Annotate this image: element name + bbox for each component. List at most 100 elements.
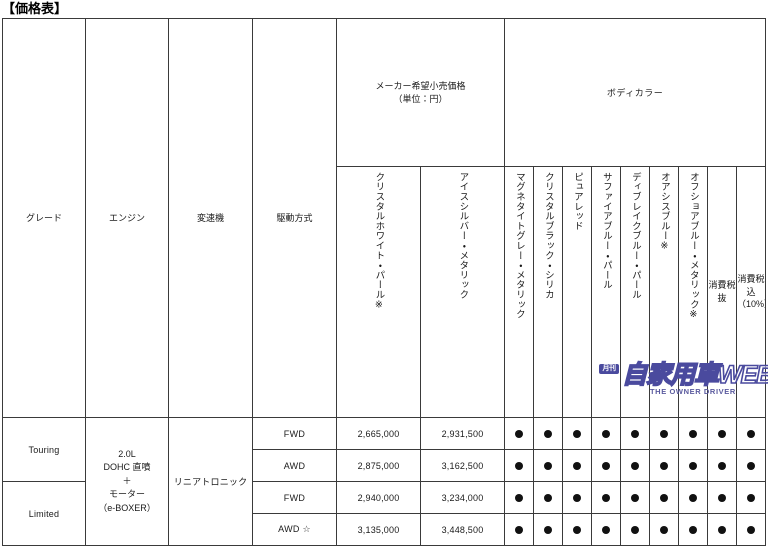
engine-line-5: （e-BOXER） xyxy=(98,502,156,513)
availability-dot-icon xyxy=(718,430,727,439)
availability-dot-icon xyxy=(631,494,640,503)
header-color-7-label: ディブレイクブルー・パール xyxy=(629,171,641,299)
availability-dot-icon xyxy=(631,526,640,535)
header-color-5-label: ピュアレッド xyxy=(571,171,583,231)
header-drive-system: 駆動方式 xyxy=(252,18,337,418)
header-color-5: ピュアレッド xyxy=(562,166,593,418)
header-price-incl-tax-line2: （10%） xyxy=(737,299,765,310)
cell-drive-r4: AWD ☆ xyxy=(252,513,337,546)
header-msrp-line2: （単位：円） xyxy=(393,93,448,104)
engine-line-3: ＋ xyxy=(122,475,132,486)
availability-dot-icon xyxy=(515,430,524,439)
cell-color-r3-c3 xyxy=(562,481,593,514)
header-color-8-label: オアシスブルー※ xyxy=(658,171,670,252)
cell-color-r4-c2 xyxy=(533,513,564,546)
header-color-8: オアシスブルー※ xyxy=(649,166,680,418)
availability-dot-icon xyxy=(660,462,669,471)
availability-dot-icon xyxy=(689,430,698,439)
header-color-3-label: マグネタイトグレー・メタリック xyxy=(513,171,525,319)
cell-color-r2-c2 xyxy=(533,449,564,482)
availability-dot-icon xyxy=(602,494,611,503)
header-color-1: クリスタルホワイト・パール※ xyxy=(336,166,421,418)
availability-dot-icon xyxy=(573,430,582,439)
cell-grade-touring: Touring xyxy=(2,417,86,482)
engine-line-1: 2.0L xyxy=(118,448,136,459)
cell-color-r1-c4 xyxy=(591,417,622,450)
cell-color-r2-c8 xyxy=(707,449,738,482)
page-title: 【価格表】 xyxy=(2,1,68,16)
cell-transmission: リニアトロニック xyxy=(168,417,253,546)
header-color-6-label: サファイアブルー・パール xyxy=(600,171,612,290)
table-body: Touring 2.0L DOHC 直噴 ＋ モーター （e-BOXER） リニ… xyxy=(2,417,767,546)
availability-dot-icon xyxy=(573,462,582,471)
price-table: グレード エンジン 変速機 駆動方式 メーカー希望小売価格 （単位：円） ボディ… xyxy=(2,18,767,546)
header-price-excl-tax: 消費税抜 xyxy=(707,166,738,418)
header-body-color-group: ボディカラー xyxy=(504,18,767,167)
cell-color-r4-c3 xyxy=(562,513,593,546)
cell-price-excl-r4: 3,135,000 xyxy=(336,513,421,546)
cell-color-r1-c1 xyxy=(504,417,535,450)
cell-color-r2-c3 xyxy=(562,449,593,482)
table-header: グレード エンジン 変速機 駆動方式 メーカー希望小売価格 （単位：円） ボディ… xyxy=(2,18,767,418)
cell-color-r4-c1 xyxy=(504,513,535,546)
cell-color-r4-c8 xyxy=(707,513,738,546)
cell-color-r1-c5 xyxy=(620,417,651,450)
cell-color-r4-c6 xyxy=(649,513,680,546)
availability-dot-icon xyxy=(515,494,524,503)
header-engine: エンジン xyxy=(85,18,169,418)
availability-dot-icon xyxy=(747,494,756,503)
cell-color-r3-c1 xyxy=(504,481,535,514)
availability-dot-icon xyxy=(718,494,727,503)
cell-price-incl-r2: 3,162,500 xyxy=(419,449,506,482)
cell-color-r3-c8 xyxy=(707,481,738,514)
availability-dot-icon xyxy=(544,526,553,535)
cell-price-excl-r3: 2,940,000 xyxy=(336,481,421,514)
header-transmission: 変速機 xyxy=(168,18,253,418)
cell-color-r1-c2 xyxy=(533,417,564,450)
header-msrp-line1: メーカー希望小売価格 xyxy=(375,80,466,91)
cell-drive-r2: AWD xyxy=(252,449,337,482)
availability-dot-icon xyxy=(631,430,640,439)
cell-color-r2-c6 xyxy=(649,449,680,482)
availability-dot-icon xyxy=(573,494,582,503)
header-color-7: ディブレイクブルー・パール xyxy=(620,166,651,418)
availability-dot-icon xyxy=(747,526,756,535)
cell-color-r2-c1 xyxy=(504,449,535,482)
cell-price-incl-r1: 2,931,500 xyxy=(419,417,506,450)
cell-color-r4-c7 xyxy=(678,513,709,546)
cell-color-r2-c9 xyxy=(736,449,767,482)
cell-color-r3-c9 xyxy=(736,481,767,514)
cell-color-r2-c4 xyxy=(591,449,622,482)
cell-color-r1-c7 xyxy=(678,417,709,450)
cell-engine-spec: 2.0L DOHC 直噴 ＋ モーター （e-BOXER） xyxy=(85,417,169,546)
cell-color-r4-c4 xyxy=(591,513,622,546)
availability-dot-icon xyxy=(660,430,669,439)
header-msrp-group: メーカー希望小売価格 （単位：円） xyxy=(335,18,506,167)
cell-color-r3-c7 xyxy=(678,481,709,514)
header-row-group: グレード エンジン 変速機 駆動方式 メーカー希望小売価格 （単位：円） ボディ… xyxy=(2,18,767,418)
availability-dot-icon xyxy=(718,462,727,471)
availability-dot-icon xyxy=(602,526,611,535)
availability-dot-icon xyxy=(602,462,611,471)
cell-color-r3-c4 xyxy=(591,481,622,514)
header-color-3: マグネタイトグレー・メタリック xyxy=(504,166,535,418)
availability-dot-icon xyxy=(689,462,698,471)
cell-price-incl-r3: 3,234,000 xyxy=(419,481,506,514)
availability-dot-icon xyxy=(515,526,524,535)
cell-price-incl-r4: 3,448,500 xyxy=(419,513,506,546)
cell-color-r2-c7 xyxy=(678,449,709,482)
cell-color-r3-c2 xyxy=(533,481,564,514)
header-color-9-label: オフショアブルー・メタリック※ xyxy=(687,171,699,321)
availability-dot-icon xyxy=(544,462,553,471)
cell-price-excl-r1: 2,665,000 xyxy=(336,417,421,450)
header-color-4-label: クリスタルブラック・シリカ xyxy=(542,171,554,299)
table-row: Touring 2.0L DOHC 直噴 ＋ モーター （e-BOXER） リニ… xyxy=(2,417,767,546)
cell-color-r4-c5 xyxy=(620,513,651,546)
availability-dot-icon xyxy=(718,526,727,535)
cell-color-r1-c9 xyxy=(736,417,767,450)
header-color-1-label: クリスタルホワイト・パール※ xyxy=(373,171,385,311)
header-row-tax: 消費税抜 消費税込 （10%） xyxy=(3,166,767,418)
header-color-6: サファイアブルー・パール xyxy=(591,166,622,418)
availability-dot-icon xyxy=(689,526,698,535)
